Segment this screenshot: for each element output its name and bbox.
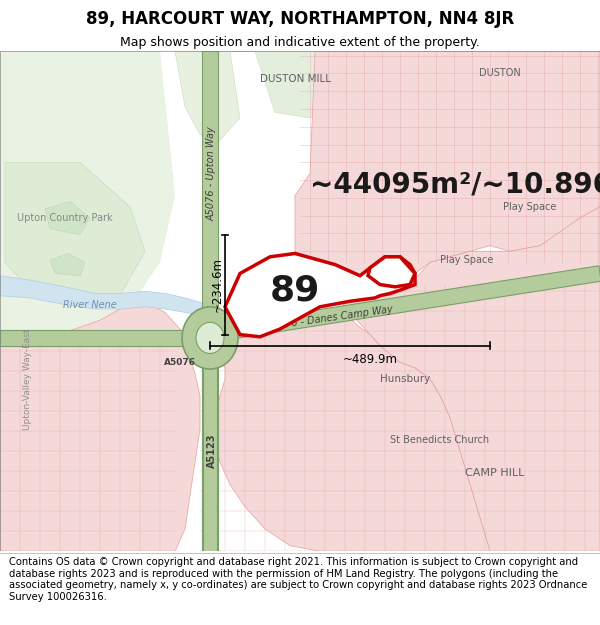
Bar [202,51,218,551]
Text: ~489.9m: ~489.9m [343,352,398,366]
Polygon shape [205,301,490,551]
Text: A5076 - Danes Camp Way: A5076 - Danes Camp Way [266,304,394,332]
Text: ~44095m²/~10.896ac.: ~44095m²/~10.896ac. [310,171,600,199]
Polygon shape [225,254,415,337]
Text: 89: 89 [270,273,320,307]
Text: A5123: A5123 [207,434,217,469]
Text: DUSTON MILL: DUSTON MILL [260,74,331,84]
Circle shape [182,307,238,369]
Polygon shape [368,257,415,287]
Text: Map shows position and indicative extent of the property.: Map shows position and indicative extent… [120,36,480,49]
Polygon shape [0,304,200,551]
Text: Hunsbury: Hunsbury [380,374,430,384]
Polygon shape [0,276,210,318]
Polygon shape [5,162,145,307]
Text: Play Space: Play Space [440,255,493,265]
Text: Contains OS data © Crown copyright and database right 2021. This information is : Contains OS data © Crown copyright and d… [9,557,587,602]
Bar [0,330,200,346]
Circle shape [196,322,224,354]
Text: Upton-Valley Way-East: Upton-Valley Way-East [23,328,32,430]
Polygon shape [335,207,600,551]
Text: Play Space: Play Space [503,202,557,212]
Text: A5076 - Upton Way: A5076 - Upton Way [207,126,217,221]
Polygon shape [0,51,175,351]
Polygon shape [330,51,490,107]
Polygon shape [295,51,600,296]
Polygon shape [45,201,90,234]
Text: 89, HARCOURT WAY, NORTHAMPTON, NN4 8JR: 89, HARCOURT WAY, NORTHAMPTON, NN4 8JR [86,10,514,28]
Text: River Nene: River Nene [63,299,117,309]
Polygon shape [50,254,85,276]
Text: ~234.6m: ~234.6m [211,257,223,312]
Text: CAMP HILL: CAMP HILL [466,469,524,479]
Polygon shape [209,266,600,342]
Text: St Benedicts Church: St Benedicts Church [391,435,490,445]
Polygon shape [230,51,340,118]
Text: A5076: A5076 [164,358,196,367]
Text: Upton Country Park: Upton Country Park [17,213,113,223]
Polygon shape [175,51,240,140]
Text: DUSTON: DUSTON [479,69,521,79]
Bar [203,346,217,551]
